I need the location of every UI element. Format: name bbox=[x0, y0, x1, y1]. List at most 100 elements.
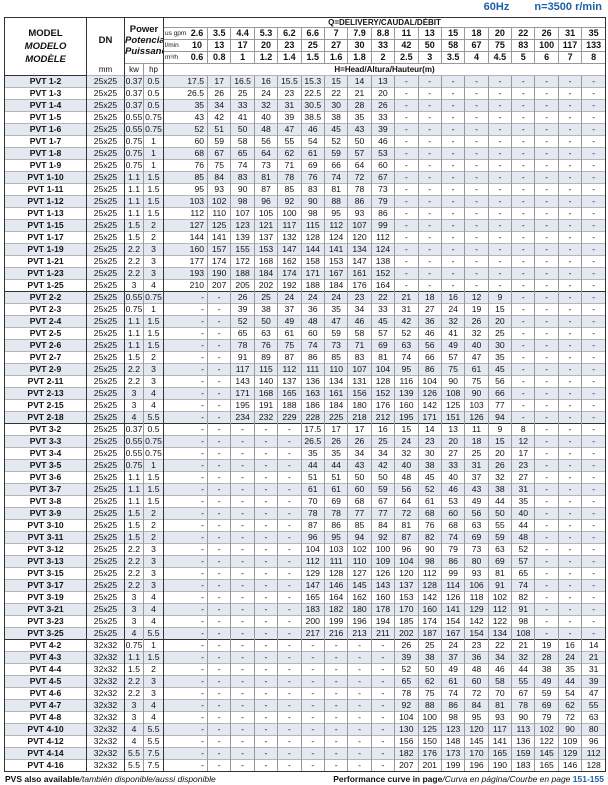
head-value-cell: - bbox=[253, 735, 278, 748]
head-value-cell: - bbox=[277, 675, 302, 688]
head-value-cell: - bbox=[557, 123, 582, 136]
head-value-cell: - bbox=[277, 435, 302, 448]
kw-cell: 0.75 bbox=[124, 147, 144, 160]
head-value-cell: 55 bbox=[511, 675, 535, 688]
head-value-cell: 32 bbox=[487, 471, 512, 484]
head-value-cell: - bbox=[163, 387, 208, 400]
head-value-cell: - bbox=[163, 471, 208, 484]
head-value-cell: - bbox=[163, 351, 208, 364]
model-label-en: MODEL bbox=[28, 28, 63, 39]
m3h-value: 2 bbox=[370, 51, 395, 64]
head-value-cell: 141 bbox=[207, 231, 231, 244]
m3h-row: m³/h 0.6 0.8 1 1.2 1.4 1.5 1.6 1.8 2 2.5 3 3.5 4 4.5 5 6… bbox=[5, 51, 606, 64]
head-value-cell: - bbox=[534, 219, 559, 232]
head-value-cell: 81 bbox=[487, 567, 512, 580]
head-value-cell: - bbox=[370, 747, 395, 760]
head-value-cell: - bbox=[464, 195, 489, 208]
head-value-cell: 153 bbox=[253, 243, 278, 256]
head-value-cell: 59 bbox=[323, 147, 348, 160]
head-value-cell: - bbox=[557, 531, 582, 544]
power-header: Power Potencia Puissance bbox=[124, 17, 164, 64]
head-value-cell: 73 bbox=[370, 183, 395, 196]
head-value-cell: - bbox=[230, 615, 255, 628]
gpm-value: 15 bbox=[440, 27, 465, 40]
gpm-value: 13 bbox=[417, 27, 442, 40]
head-value-cell: - bbox=[370, 699, 395, 712]
head-value-cell: 52 bbox=[394, 663, 419, 676]
head-value-cell: 26 bbox=[323, 435, 348, 448]
model-cell: PVT 4-12 bbox=[3, 735, 87, 748]
head-value-cell: 37 bbox=[464, 471, 489, 484]
head-value-cell: 43 bbox=[163, 111, 208, 124]
head-value-cell: - bbox=[534, 255, 559, 268]
head-value-cell: 134 bbox=[347, 243, 372, 256]
dn-cell: 25x25 bbox=[86, 423, 125, 436]
head-value-cell: - bbox=[230, 747, 255, 760]
page-reference-link[interactable]: 151-155 bbox=[572, 774, 604, 784]
head-value-cell: 109 bbox=[370, 555, 395, 568]
head-value-cell: 59 bbox=[534, 687, 559, 700]
head-value-cell: - bbox=[511, 363, 535, 376]
head-value-cell: 188 bbox=[300, 279, 325, 292]
model-cell: PVT 4-6 bbox=[3, 687, 87, 700]
table-row: PVT 2-18 25x25 4 5.5- -234 232 229 228 225 218 212… bbox=[3, 411, 606, 424]
head-value-cell: 95 bbox=[163, 183, 208, 196]
head-value-cell: - bbox=[417, 159, 442, 172]
head-value-cell: 112 bbox=[581, 747, 606, 760]
head-value-cell: 144 bbox=[163, 231, 208, 244]
head-value-cell: 171 bbox=[300, 267, 325, 280]
head-value-cell: - bbox=[347, 639, 372, 652]
head-value-cell: - bbox=[207, 579, 231, 592]
head-value-cell: 17.5 bbox=[300, 423, 325, 436]
head-value-cell: 104 bbox=[394, 711, 419, 724]
head-value-cell: 95 bbox=[464, 711, 489, 724]
head-value-cell: 98 bbox=[417, 555, 442, 568]
head-value-cell: 76 bbox=[300, 171, 325, 184]
head-value-cell: - bbox=[511, 387, 535, 400]
head-value-cell: 13 bbox=[440, 423, 465, 436]
head-value-cell: - bbox=[207, 711, 231, 724]
head-value-cell: 77 bbox=[347, 507, 372, 520]
head-value-cell: 170 bbox=[464, 747, 489, 760]
head-value-cell: 17 bbox=[323, 423, 348, 436]
head-value-cell: - bbox=[323, 759, 348, 772]
head-value-cell: 153 bbox=[394, 591, 419, 604]
head-value-cell: 211 bbox=[370, 627, 395, 640]
head-value-cell: - bbox=[230, 639, 255, 652]
head-value-cell: - bbox=[253, 603, 278, 616]
head-value-cell: 81 bbox=[323, 183, 348, 196]
model-cell: PVT 2-2 bbox=[3, 291, 87, 304]
head-value-cell: 56 bbox=[394, 483, 419, 496]
head-value-cell: - bbox=[394, 255, 419, 268]
head-value-cell: - bbox=[163, 723, 208, 736]
gpm-value: 5.3 bbox=[253, 27, 278, 40]
head-value-cell: 78 bbox=[230, 339, 255, 352]
head-value-cell: 160 bbox=[394, 399, 419, 412]
head-value-cell: 67 bbox=[370, 495, 395, 508]
head-value-cell: 35 bbox=[487, 351, 512, 364]
dn-cell: 25x25 bbox=[86, 327, 125, 340]
head-value-cell: 47 bbox=[323, 315, 348, 328]
head-value-cell: 147 bbox=[347, 255, 372, 268]
head-value-cell: 50 bbox=[253, 315, 278, 328]
table-row: PVT 3-2 25x25 0.37 0.5- - - - -17.5 17 17 16 15 14 13… bbox=[3, 423, 606, 436]
dn-cell: 25x25 bbox=[86, 435, 125, 448]
dn-cell: 25x25 bbox=[86, 75, 125, 88]
head-value-cell: - bbox=[253, 627, 278, 640]
head-value-cell: 100 bbox=[417, 711, 442, 724]
head-value-cell: 122 bbox=[534, 735, 559, 748]
head-value-cell: 205 bbox=[230, 279, 255, 292]
head-value-cell: - bbox=[370, 639, 395, 652]
head-value-cell: 131 bbox=[347, 375, 372, 388]
head-value-cell: 52 bbox=[323, 135, 348, 148]
head-value-cell: - bbox=[323, 699, 348, 712]
dn-cell: 25x25 bbox=[86, 459, 125, 472]
dn-cell: 25x25 bbox=[86, 519, 125, 532]
head-value-cell: - bbox=[557, 543, 582, 556]
kw-cell: 0.37 bbox=[124, 75, 144, 88]
head-value-cell: 183 bbox=[511, 759, 535, 772]
head-value-cell: - bbox=[230, 471, 255, 484]
head-value-cell: 88 bbox=[417, 699, 442, 712]
hp-cell: 1.5 bbox=[143, 339, 164, 352]
head-value-cell: - bbox=[277, 759, 302, 772]
